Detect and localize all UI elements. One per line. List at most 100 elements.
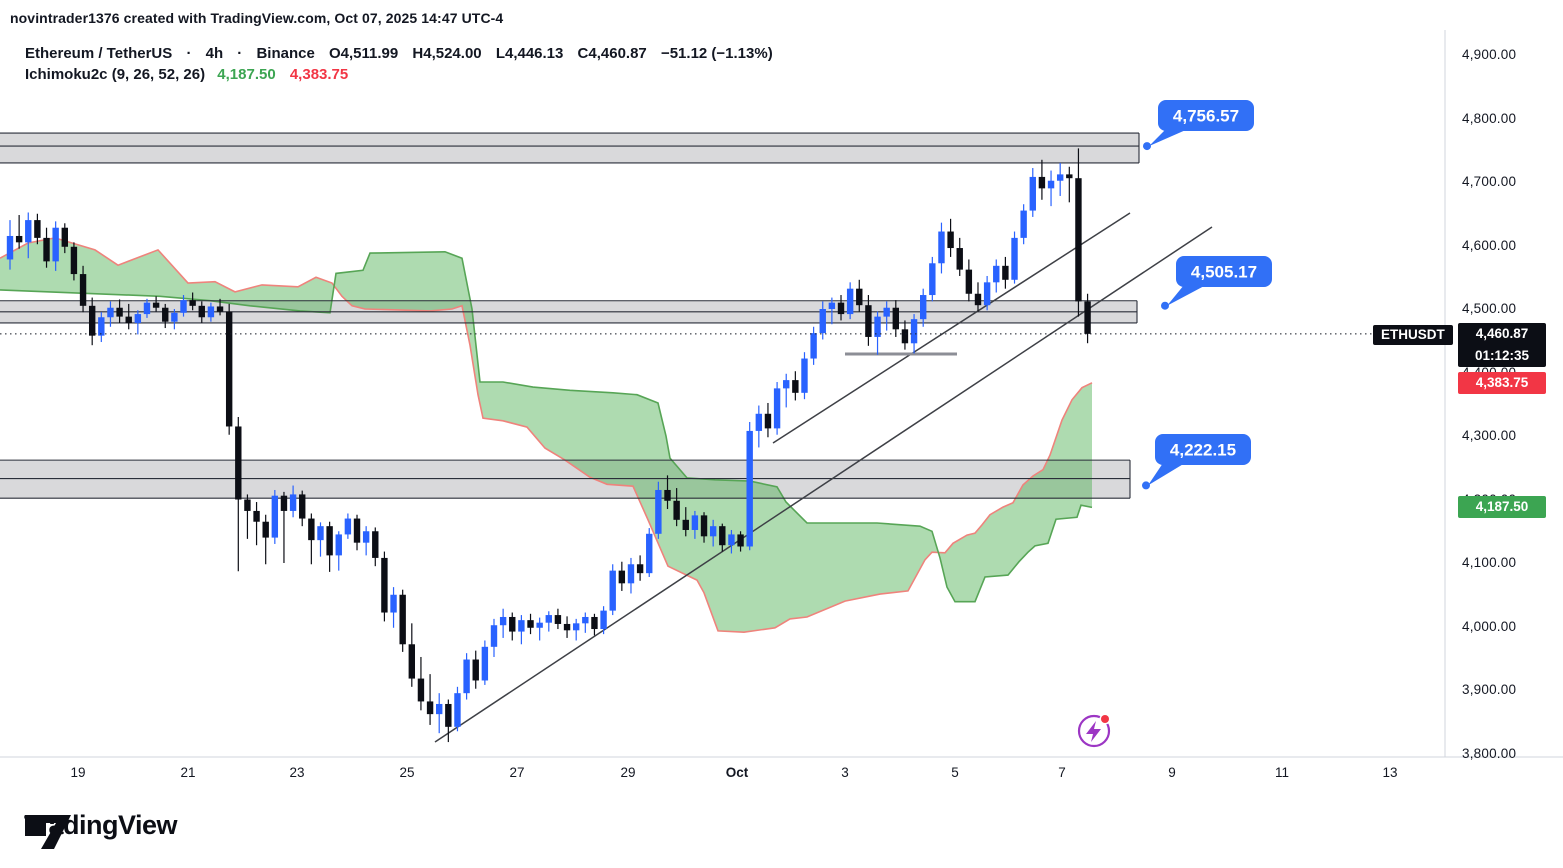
time-tick-13: 13 [1382, 765, 1398, 780]
ichimoku-cloud-fill [0, 237, 1092, 633]
candle-body [417, 678, 425, 702]
candle-body [79, 274, 87, 306]
candle-body [362, 531, 370, 543]
indicator-params: (9, 26, 52, 26) [111, 66, 206, 83]
candle-body [837, 302, 845, 315]
flash-icon-circle [1077, 714, 1111, 748]
candle-body [591, 616, 598, 630]
ohlc-low: L4,446.13 [495, 45, 564, 62]
candle-body [636, 564, 644, 574]
last-price-countdown-badge: 4,460.87 01:12:35 [1458, 323, 1546, 367]
candle-body [289, 494, 297, 511]
candle-body [783, 380, 790, 389]
candle-body [819, 309, 826, 334]
tradingview-logo[interactable]: TradingView [24, 810, 178, 849]
price-callout-3[interactable]: 4,222.15 [1142, 434, 1251, 490]
candle-body [180, 300, 187, 313]
candle-body [755, 413, 763, 431]
candle-body [107, 307, 114, 318]
candle-body [225, 311, 233, 427]
candle-body [280, 495, 288, 511]
candle-body [490, 625, 498, 647]
senkou-a-axis-badge: 4,383.75 [1458, 372, 1546, 394]
candle-body [61, 227, 68, 247]
lightning-bolt-icon [1086, 721, 1101, 742]
candle-body [152, 302, 160, 308]
candle-body [582, 616, 589, 624]
candle-body [235, 426, 242, 500]
candle-body [353, 518, 361, 543]
candle-body [691, 515, 699, 530]
candle-body [253, 510, 260, 522]
candle-body [956, 248, 963, 270]
callout-anchor-dot [1143, 142, 1151, 151]
candle-body [965, 269, 973, 294]
supply-demand-zone-3[interactable] [0, 460, 1130, 499]
flash-icon[interactable] [1077, 713, 1111, 748]
last-price-value: 4,460.87 [1475, 326, 1529, 341]
price-callout-1[interactable]: 4,756.57 [1143, 100, 1254, 151]
candle-body [271, 495, 279, 538]
exchange-label: Binance [256, 45, 315, 62]
callout-box [1155, 434, 1251, 465]
candle-body [792, 380, 799, 393]
callout-text: 4,756.57 [1173, 107, 1239, 126]
candle-body [1084, 301, 1091, 334]
symbol-title: Ethereum / TetherUS [25, 45, 173, 62]
candle-body [143, 302, 151, 315]
candle-body [572, 623, 580, 631]
callout-anchor-dot [1161, 301, 1169, 310]
candle-body [865, 305, 872, 337]
candle-body [25, 220, 32, 243]
candle-body [682, 519, 689, 530]
candle-body [563, 623, 571, 631]
candle-body [1056, 174, 1064, 181]
trendline-1[interactable] [434, 226, 1213, 743]
candle-body [609, 570, 616, 611]
indicator-senkou-a-value: 4,383.75 [289, 66, 349, 83]
price-tick-4800: 4,800.00 [1462, 110, 1517, 126]
price-tick-3900: 3,900.00 [1462, 682, 1517, 697]
callout-box [1176, 256, 1272, 287]
candle-body [308, 518, 315, 541]
time-tick-3: 3 [841, 765, 849, 780]
candle-body [709, 526, 717, 537]
candle-body [116, 307, 123, 317]
candle-body [910, 319, 918, 344]
supply-demand-zone-1[interactable] [0, 133, 1139, 163]
candle-body [381, 557, 388, 613]
candle-body [1020, 210, 1027, 238]
candle-body [801, 358, 808, 393]
senkou-b-axis-badge: 4,187.50 [1458, 496, 1546, 518]
candle-body [399, 594, 406, 645]
candle-body [856, 288, 863, 306]
candle-body [98, 317, 105, 336]
trendline-2[interactable] [772, 212, 1131, 444]
candle-body [901, 329, 909, 344]
candle-body [6, 235, 14, 260]
ohlc-change: −51.12 (−1.13%) [660, 45, 773, 62]
price-callout-2[interactable]: 4,505.17 [1161, 256, 1272, 310]
ohlc-open: O4,511.99 [329, 45, 399, 62]
attribution-text: novintrader1376 created with TradingView… [10, 10, 504, 26]
candle-body [88, 305, 96, 336]
price-tick-4000: 4,000.00 [1462, 618, 1517, 634]
candle-body [244, 499, 251, 511]
candle-body [518, 620, 525, 632]
candle-body [983, 282, 991, 306]
candle-body [883, 307, 890, 317]
candle-body [600, 610, 607, 630]
candle-body [1047, 180, 1055, 189]
callout-tail [1167, 285, 1206, 306]
candle-body [920, 295, 927, 320]
callout-anchor-dot [1142, 481, 1150, 490]
candle-body [198, 305, 205, 318]
callout-tail [1148, 463, 1185, 486]
candle-body [15, 235, 23, 243]
candle-body [737, 534, 744, 547]
candle-body [125, 316, 132, 323]
candle-body [974, 293, 982, 306]
candle-body [299, 494, 306, 519]
